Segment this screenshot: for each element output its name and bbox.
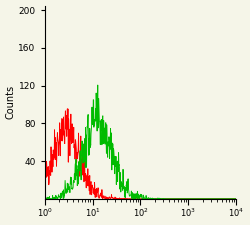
Y-axis label: Counts: Counts <box>6 85 16 119</box>
